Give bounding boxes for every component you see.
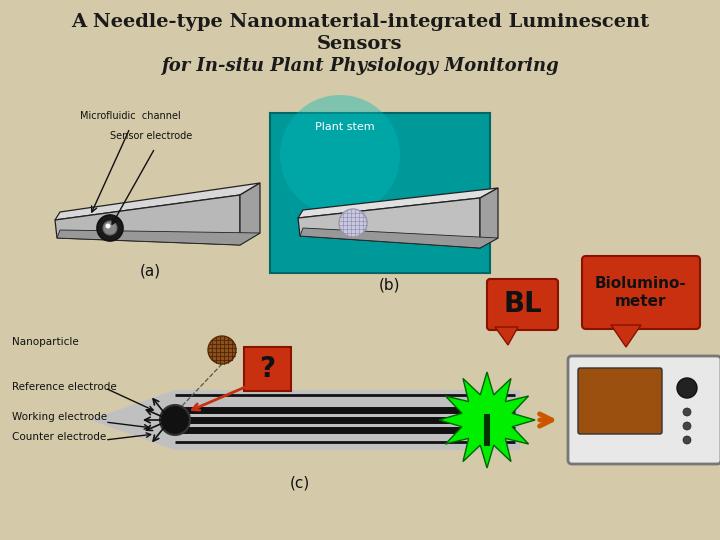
Text: Biolumino-
meter: Biolumino- meter — [595, 276, 687, 309]
FancyBboxPatch shape — [487, 279, 558, 330]
Circle shape — [280, 95, 400, 215]
Polygon shape — [240, 183, 260, 245]
Text: Working electrode: Working electrode — [12, 412, 107, 422]
Text: Reference electrode: Reference electrode — [12, 382, 117, 392]
Circle shape — [97, 215, 123, 241]
Circle shape — [683, 436, 691, 444]
Polygon shape — [480, 188, 498, 248]
Text: Plant stem: Plant stem — [315, 122, 374, 132]
Circle shape — [160, 405, 190, 435]
Polygon shape — [495, 327, 518, 345]
Polygon shape — [439, 372, 535, 468]
Text: Sensor electrode: Sensor electrode — [110, 131, 192, 141]
Text: (b): (b) — [379, 278, 401, 293]
Text: Sensors: Sensors — [318, 35, 402, 53]
Circle shape — [103, 221, 117, 235]
Polygon shape — [55, 183, 260, 220]
Text: for In-situ Plant Physiology Monitoring: for In-situ Plant Physiology Monitoring — [161, 57, 559, 75]
Circle shape — [683, 408, 691, 416]
Polygon shape — [90, 390, 175, 450]
Text: (c): (c) — [290, 475, 310, 490]
FancyBboxPatch shape — [244, 347, 291, 391]
Polygon shape — [175, 390, 520, 450]
Circle shape — [677, 378, 697, 398]
Text: BL: BL — [503, 291, 542, 319]
Polygon shape — [298, 188, 498, 218]
Polygon shape — [57, 230, 260, 245]
FancyBboxPatch shape — [578, 368, 662, 434]
Circle shape — [683, 422, 691, 430]
Text: Counter electrode: Counter electrode — [12, 432, 107, 442]
Text: Microfluidic  channel: Microfluidic channel — [80, 111, 181, 121]
FancyBboxPatch shape — [270, 113, 490, 273]
Polygon shape — [298, 198, 480, 248]
Circle shape — [339, 209, 367, 237]
Text: A Needle-type Nanomaterial-integrated Luminescent: A Needle-type Nanomaterial-integrated Lu… — [71, 13, 649, 31]
Polygon shape — [55, 195, 240, 245]
Circle shape — [208, 336, 236, 364]
Text: (a): (a) — [140, 263, 161, 278]
Text: Nanoparticle: Nanoparticle — [12, 337, 78, 347]
Text: ?: ? — [259, 355, 276, 383]
Polygon shape — [611, 325, 641, 347]
Polygon shape — [300, 228, 498, 248]
FancyBboxPatch shape — [568, 356, 720, 464]
FancyBboxPatch shape — [582, 256, 700, 329]
Circle shape — [106, 224, 110, 228]
